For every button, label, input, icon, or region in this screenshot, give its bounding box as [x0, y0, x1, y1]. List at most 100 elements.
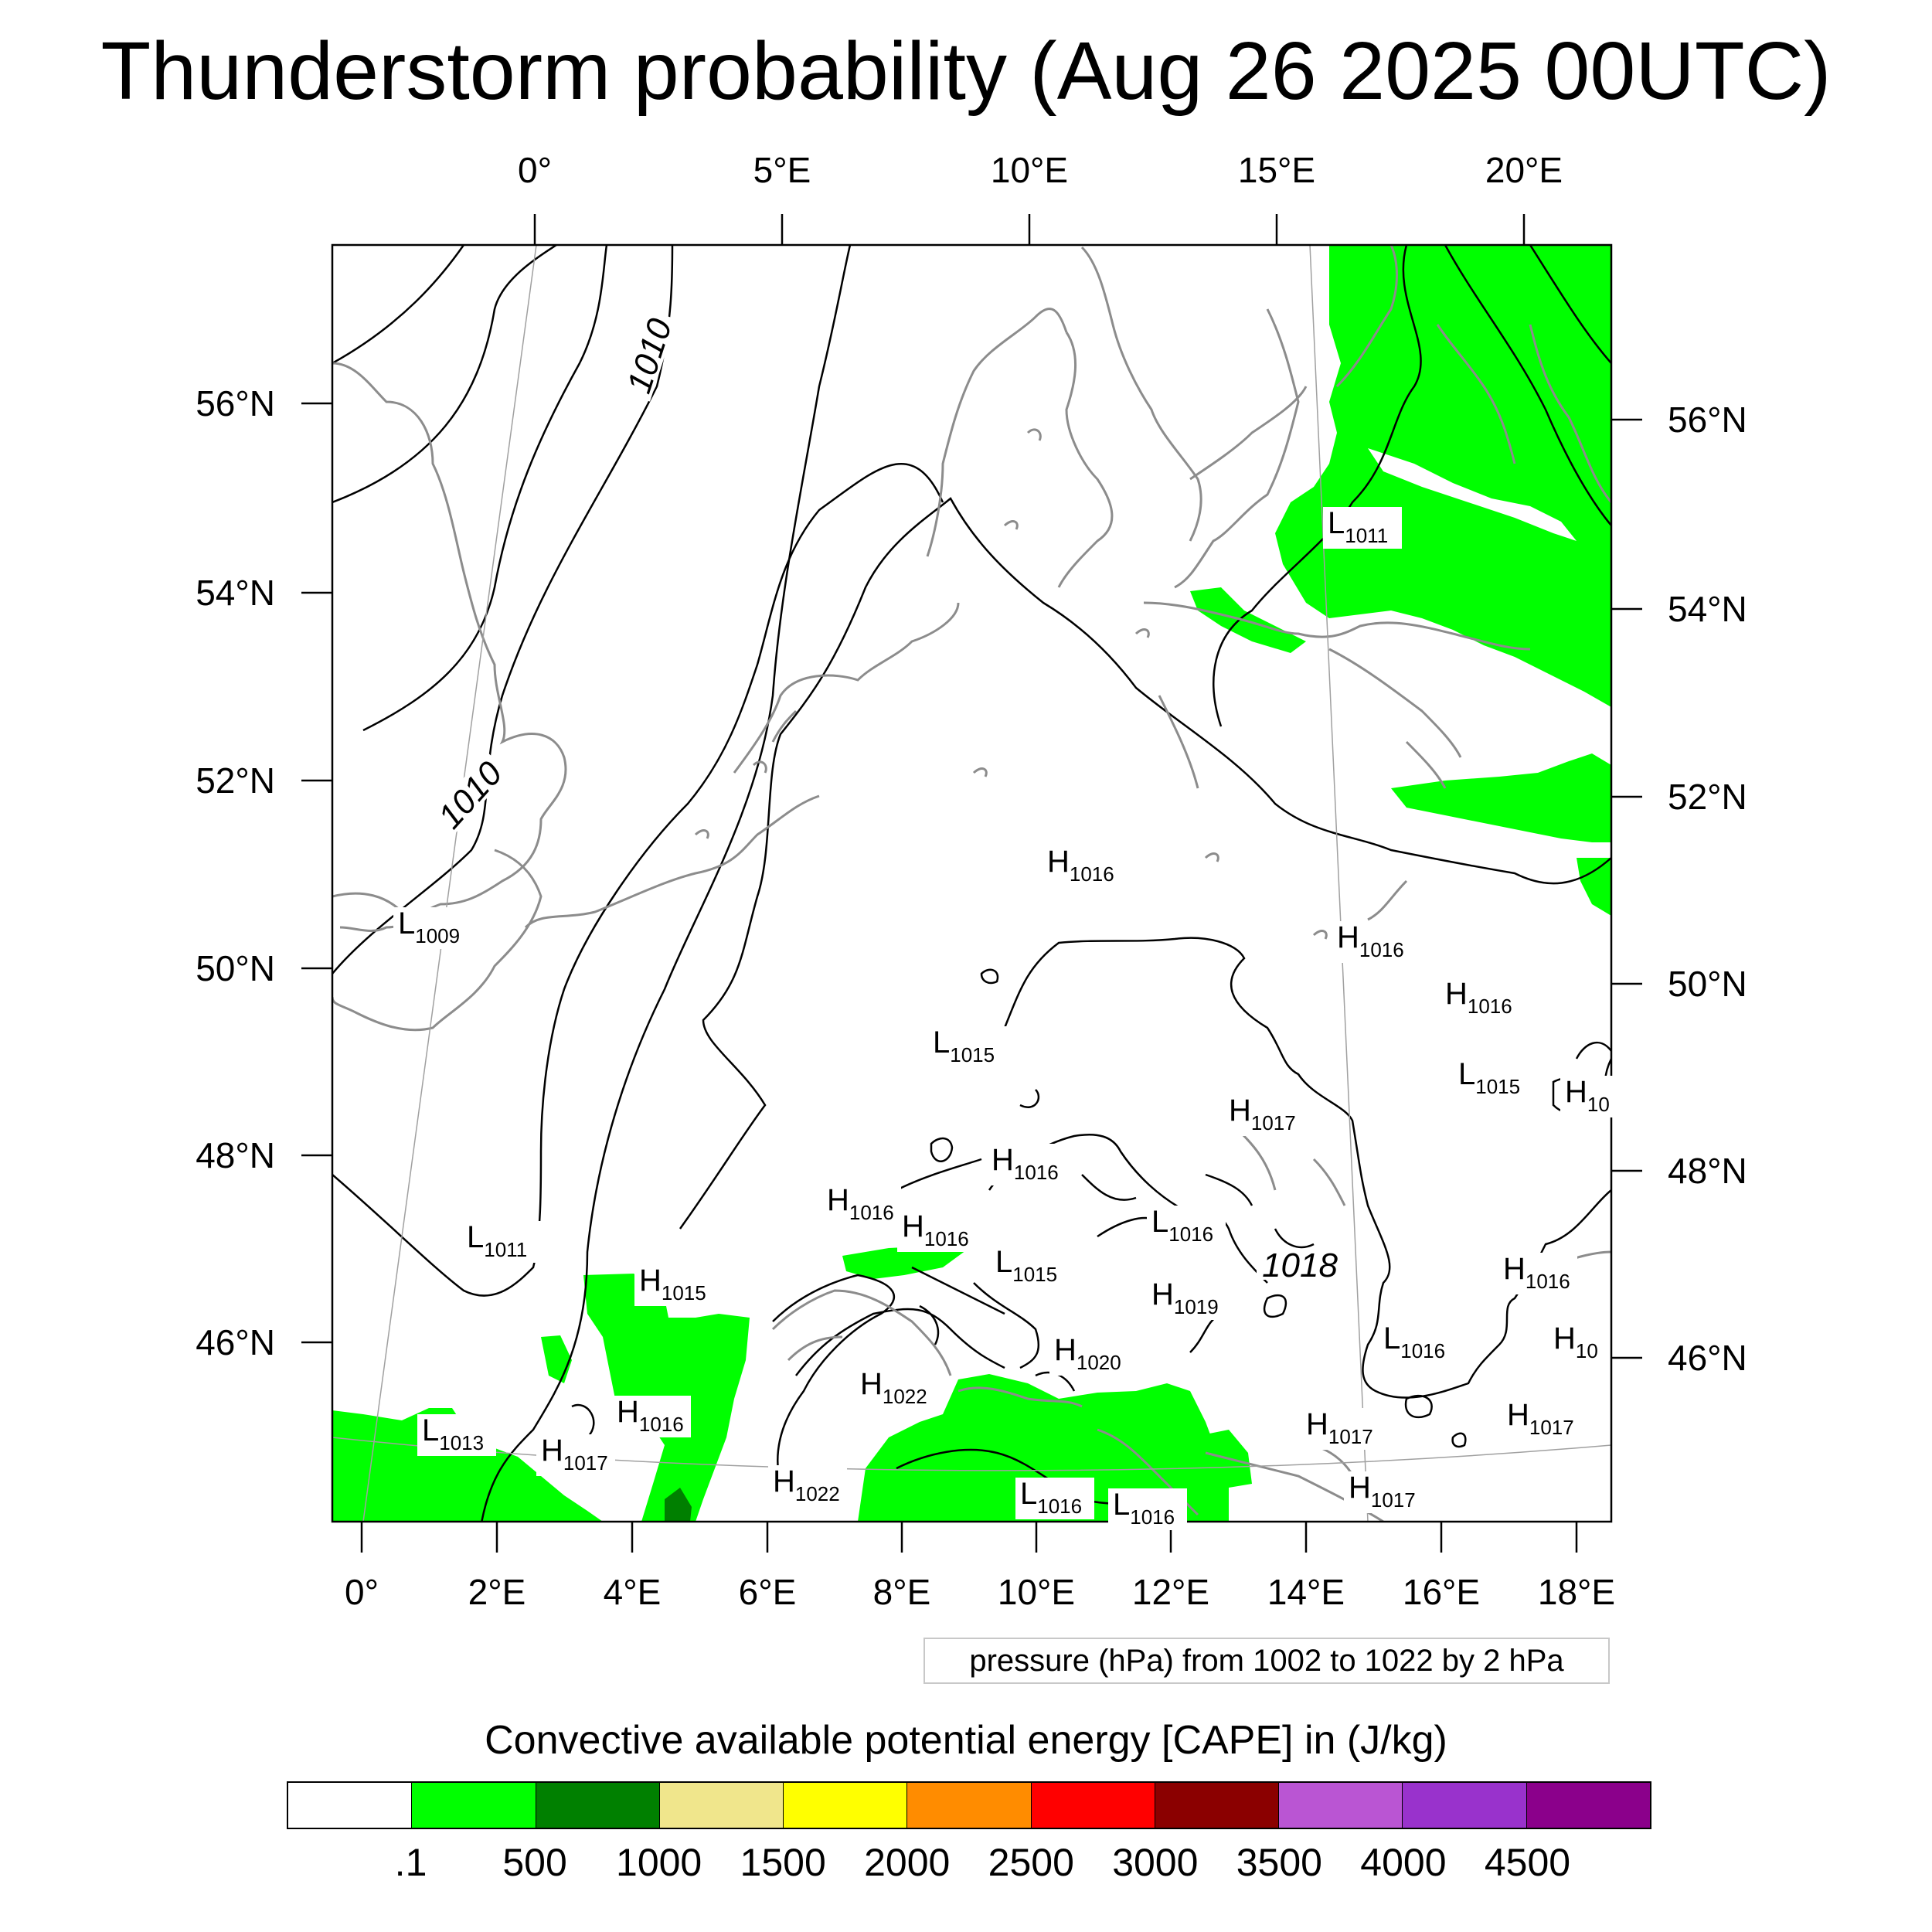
svg-text:H1017: H1017 — [541, 1434, 608, 1475]
colorbar-segment — [1402, 1783, 1526, 1828]
colorbar-segment — [906, 1783, 1031, 1828]
colorbar-segment — [658, 1783, 784, 1828]
colorbar-tick-label: .1 — [394, 1841, 427, 1884]
svg-text:L1015: L1015 — [1458, 1057, 1520, 1098]
svg-text:1010: 1010 — [620, 314, 679, 398]
svg-text:H1022: H1022 — [860, 1367, 927, 1408]
svg-text:H1016: H1016 — [1445, 977, 1512, 1018]
map-title: Thunderstorm probability (Aug 26 2025 00… — [100, 26, 1832, 117]
colorbar-tick-label: 4000 — [1360, 1841, 1447, 1884]
left-lat-label: 52°N — [196, 760, 275, 801]
low-pressure-center: L1016 — [1015, 1477, 1094, 1519]
map-frame — [331, 243, 1613, 1523]
svg-text:H1020: H1020 — [1054, 1333, 1121, 1374]
isobar-label: 1018 — [1257, 1247, 1343, 1284]
colorbar-tick-label: 1000 — [616, 1841, 702, 1884]
high-pressure-center: H1017 — [1224, 1094, 1303, 1136]
low-pressure-center: L1015 — [991, 1245, 1070, 1287]
low-pressure-center: L1015 — [928, 1026, 1007, 1068]
high-pressure-center: H1017 — [1344, 1471, 1423, 1513]
high-pressure-center: H1016 — [987, 1143, 1066, 1185]
svg-text:L1016: L1016 — [1151, 1205, 1213, 1246]
svg-text:L1015: L1015 — [933, 1026, 995, 1066]
svg-text:L1009: L1009 — [398, 906, 460, 947]
right-lat-label: 50°N — [1668, 964, 1747, 1004]
svg-text:H1017: H1017 — [1306, 1407, 1373, 1448]
isobar-label: 1010 — [620, 309, 679, 402]
high-pressure-center: H1016 — [612, 1395, 691, 1437]
left-lat-label: 56°N — [196, 383, 275, 423]
axis-ticks — [301, 214, 1642, 1553]
high-pressure-center: H1017 — [536, 1434, 615, 1476]
right-lat-label: 56°N — [1668, 400, 1747, 440]
svg-text:H1016: H1016 — [1047, 845, 1114, 886]
bottom-lon-label: 18°E — [1538, 1572, 1615, 1612]
svg-text:H1016: H1016 — [1337, 920, 1404, 961]
axis-labels: 0° 5°E 10°E 15°E 20°E 0° 2°E 4°E 6°E 8°E 10°E 12°E 1… — [196, 150, 1747, 1612]
colorbar-tick-label: 2000 — [864, 1841, 951, 1884]
left-lat-label: 54°N — [196, 573, 275, 613]
colorbar — [287, 1781, 1651, 1829]
svg-text:H1016: H1016 — [827, 1183, 894, 1224]
high-pressure-center: H1016 — [1498, 1252, 1577, 1294]
colorbar-segment — [535, 1783, 659, 1828]
high-pressure-center: H1019 — [1147, 1277, 1226, 1320]
graticule — [332, 245, 1611, 1522]
svg-text:H1016: H1016 — [902, 1209, 969, 1250]
svg-text:H1015: H1015 — [639, 1264, 706, 1304]
low-pressure-center: L1016 — [1147, 1205, 1226, 1247]
bottom-lon-label: 8°E — [873, 1572, 931, 1612]
low-pressure-center: L1009 — [393, 906, 472, 949]
right-lat-label: 52°N — [1668, 777, 1747, 817]
colorbar-segment — [411, 1783, 536, 1828]
right-lat-label: 54°N — [1668, 589, 1747, 629]
svg-text:H10: H10 — [1553, 1321, 1598, 1362]
top-lon-label: 0° — [518, 150, 552, 190]
high-pressure-center: H1022 — [768, 1464, 847, 1507]
cape-area-adriatic-east — [1190, 1430, 1252, 1488]
svg-text:L1013: L1013 — [422, 1413, 484, 1454]
colorbar-tick-label: 1500 — [740, 1841, 826, 1884]
high-pressure-center: H1016 — [1440, 977, 1519, 1019]
high-pressure-center: H1022 — [855, 1367, 934, 1410]
left-lat-label: 48°N — [196, 1135, 275, 1175]
colorbar-segment — [1030, 1783, 1155, 1828]
svg-text:H1016: H1016 — [617, 1395, 684, 1436]
bottom-lon-label: 6°E — [739, 1572, 797, 1612]
colorbar-tick-label: 3500 — [1236, 1841, 1322, 1884]
top-lon-label: 15°E — [1238, 150, 1315, 190]
svg-text:H1017: H1017 — [1507, 1398, 1574, 1439]
svg-text:L1016: L1016 — [1020, 1477, 1082, 1518]
high-pressure-center: H1020 — [1049, 1333, 1128, 1376]
bottom-lon-label: 12°E — [1132, 1572, 1209, 1612]
bottom-lon-label: 14°E — [1267, 1572, 1345, 1612]
svg-text:H1017: H1017 — [1349, 1471, 1416, 1512]
colorbar-tick-label: 500 — [502, 1841, 567, 1884]
low-pressure-center: L1011 — [462, 1220, 541, 1263]
low-pressure-center: L1016 — [1108, 1488, 1187, 1530]
svg-text:L1011: L1011 — [1328, 506, 1388, 547]
high-pressure-center: H10 — [1560, 1075, 1614, 1117]
contour-labels: 1010 1010 1018 — [429, 309, 1343, 1284]
colorbar-segment — [783, 1783, 907, 1828]
colorbar-title: Convective available potential energy [C… — [485, 1718, 1447, 1763]
bottom-lon-label: 0° — [345, 1572, 379, 1612]
pressure-note: pressure (hPa) from 1002 to 1022 by 2 hP… — [923, 1638, 1610, 1684]
colorbar-segment — [1154, 1783, 1279, 1828]
svg-text:H1019: H1019 — [1151, 1277, 1219, 1318]
svg-text:L1016: L1016 — [1113, 1488, 1175, 1529]
high-pressure-center: H1015 — [634, 1264, 713, 1306]
low-pressure-center: L1015 — [1454, 1057, 1532, 1100]
svg-text:H1016: H1016 — [992, 1143, 1059, 1184]
colorbar-tick-label: 4500 — [1484, 1841, 1571, 1884]
top-lon-label: 20°E — [1485, 150, 1563, 190]
coastlines — [332, 245, 1611, 1522]
high-pressure-center: H1016 — [822, 1183, 901, 1226]
svg-text:H1016: H1016 — [1503, 1252, 1570, 1293]
colorbar-tick-label: 3000 — [1112, 1841, 1199, 1884]
cape-area-southeast-rim — [1577, 858, 1611, 916]
colorbar-segment — [288, 1783, 412, 1828]
cape-area-east-baltic-gap — [1368, 448, 1577, 541]
cape-area-adriatic — [858, 1374, 1229, 1522]
